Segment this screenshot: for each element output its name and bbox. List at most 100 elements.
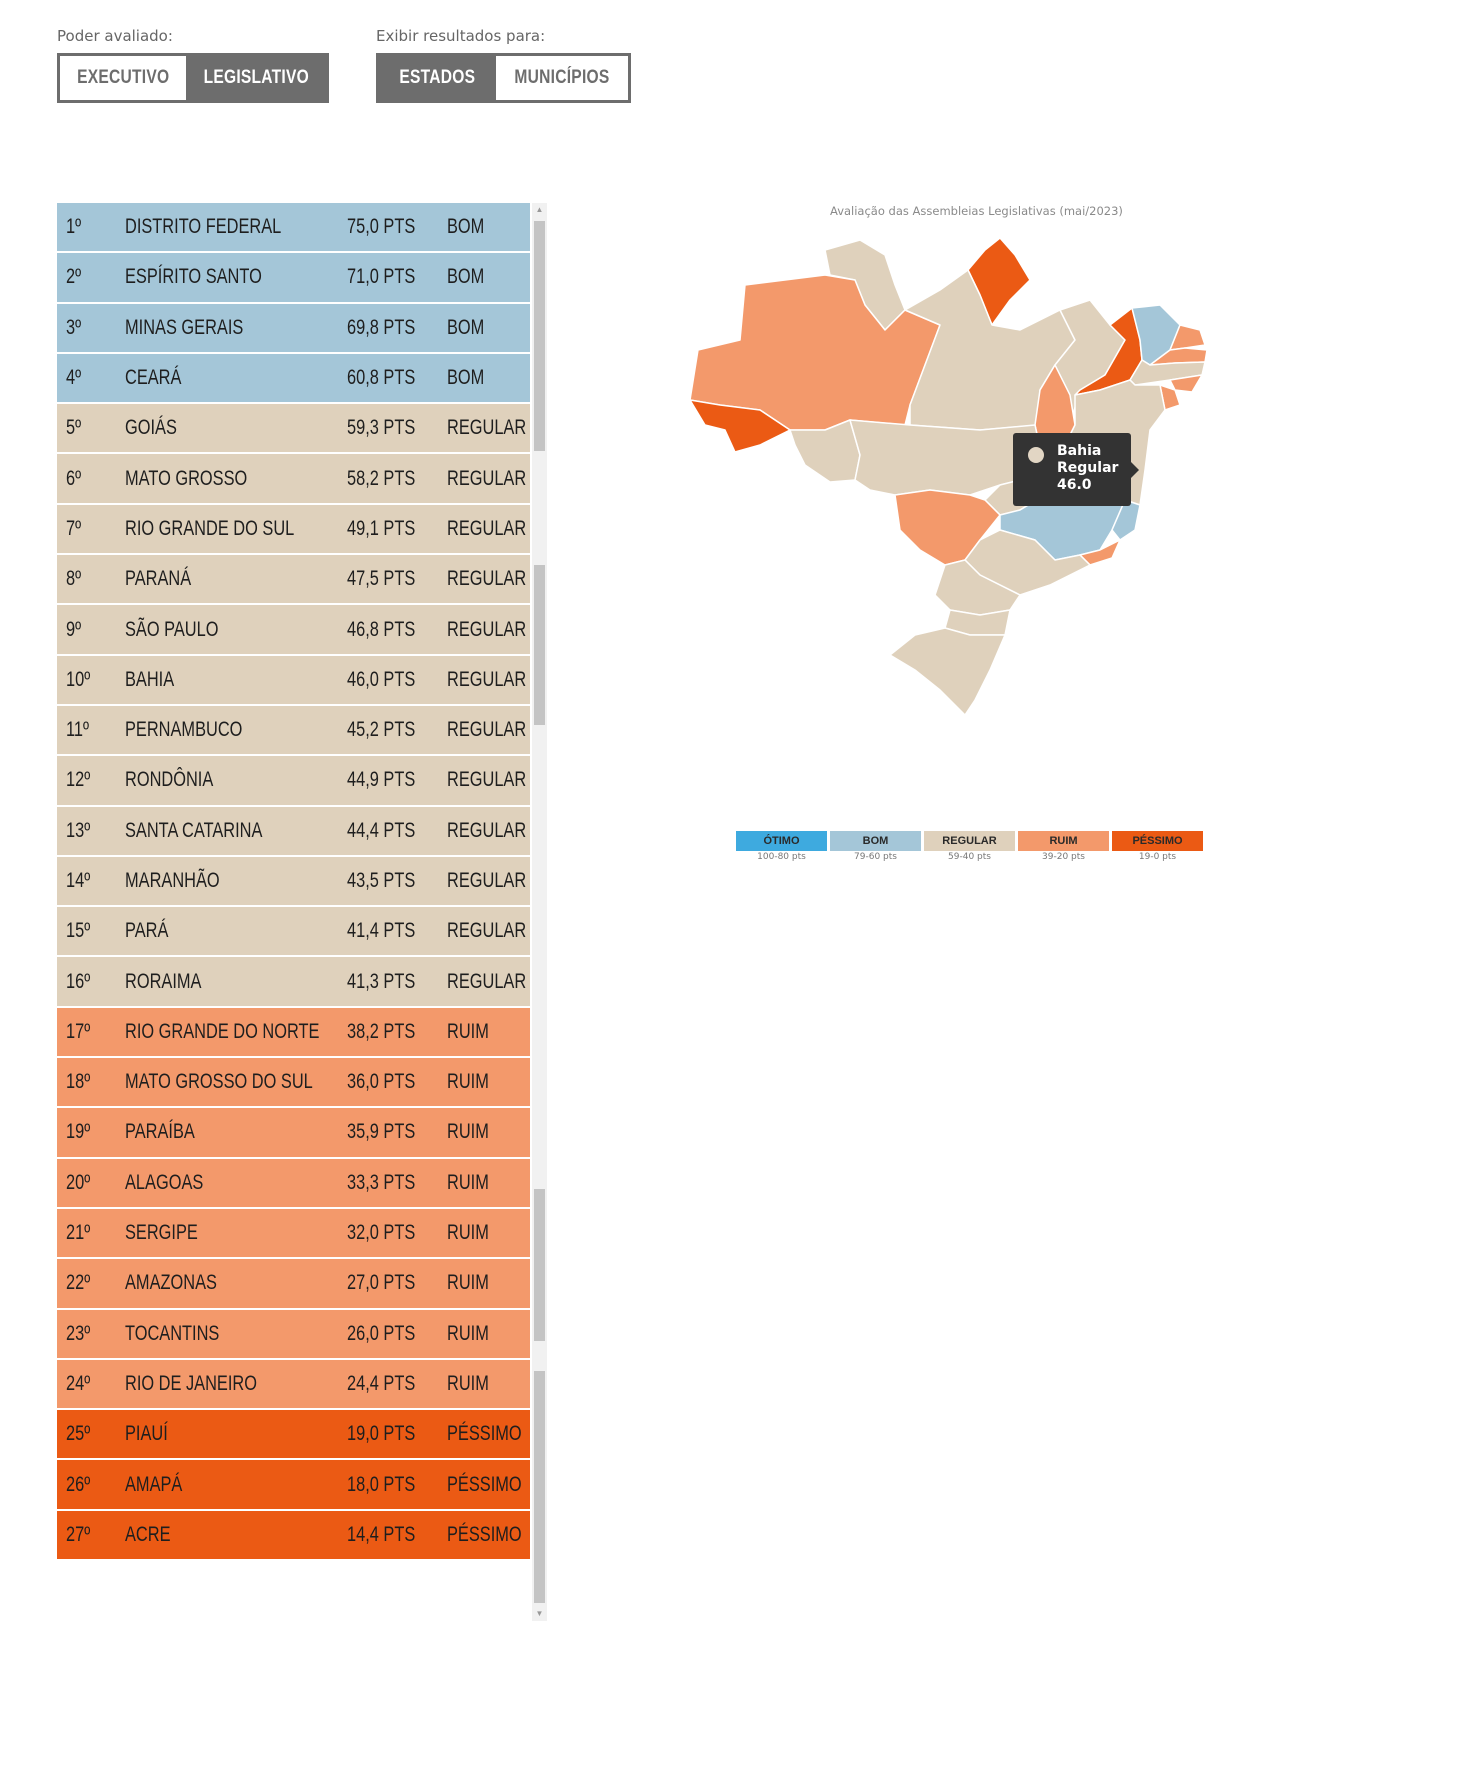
- ranking-row: 21º SERGIPE 32,0 PTS RUIM: [57, 1208, 530, 1260]
- state-rondonia[interactable]: [789, 419, 861, 483]
- ranking-position: 13º: [66, 818, 91, 842]
- state-espirito-santo[interactable]: [1111, 499, 1141, 541]
- ranking-state-name: ESPÍRITO SANTO: [125, 265, 262, 289]
- ranking-position: 20º: [66, 1170, 91, 1194]
- ranking-points: 41,3 PTS: [347, 969, 416, 993]
- ranking-points: 24,4 PTS: [347, 1371, 416, 1395]
- ranking-classification: REGULAR: [447, 567, 527, 591]
- ranking-state-name: PIAUÍ: [125, 1422, 168, 1446]
- tooltip-state: Bahia: [1057, 443, 1102, 459]
- ranking-points: 49,1 PTS: [347, 516, 416, 540]
- poder-toggle: EXECUTIVO LEGISLATIVO: [57, 53, 329, 103]
- legend-swatch: ÓTIMO: [736, 831, 827, 851]
- legend-item-ruim: RUIM 39-20 pts: [1018, 831, 1109, 862]
- tooltip-class: Regular: [1057, 460, 1119, 476]
- tooltip-color-dot: [1028, 447, 1044, 463]
- ranking-state-name: RIO GRANDE DO SUL: [125, 516, 295, 540]
- ranking-classification: BOM: [447, 315, 485, 339]
- ranking-position: 26º: [66, 1472, 91, 1496]
- legend-swatch: BOM: [830, 831, 921, 851]
- ranking-classification: REGULAR: [447, 667, 527, 691]
- ranking-row: 23º TOCANTINS 26,0 PTS RUIM: [57, 1309, 530, 1360]
- estados-option[interactable]: ESTADOS: [379, 56, 496, 100]
- ranking-position: 12º: [66, 768, 91, 792]
- ranking-position: 4º: [66, 366, 82, 390]
- legend-item-otimo: ÓTIMO 100-80 pts: [736, 831, 827, 862]
- state-rio-grande-do-norte[interactable]: [1169, 324, 1206, 351]
- municipios-option[interactable]: MUNICÍPIOS: [514, 67, 610, 88]
- ranking-state-name: SERGIPE: [125, 1221, 198, 1245]
- ranking-classification: BOM: [447, 215, 485, 239]
- ranking-position: 10º: [66, 667, 91, 691]
- tooltip-value: 46.0: [1057, 477, 1092, 493]
- state-rio-grande-do-sul[interactable]: [889, 627, 1006, 716]
- ranking-position: 6º: [66, 466, 82, 490]
- ranking-state-name: MATO GROSSO: [125, 466, 248, 490]
- ranking-position: 15º: [66, 919, 91, 943]
- ranking-classification: REGULAR: [447, 869, 527, 892]
- ranking-points: 45,2 PTS: [347, 718, 416, 742]
- ranking-state-name: TOCANTINS: [125, 1321, 220, 1345]
- ranking-position: 7º: [66, 516, 82, 540]
- state-mato-grosso[interactable]: [849, 419, 1041, 496]
- ranking-row: 12º RONDÔNIA 44,9 PTS REGULAR: [57, 756, 530, 807]
- map-title: Avaliação das Assembleias Legislativas (…: [830, 204, 1123, 218]
- ranking-position: 1º: [66, 215, 82, 239]
- ranking-classification: REGULAR: [447, 768, 527, 792]
- legend-range: 59-40 pts: [948, 852, 991, 862]
- ranking-row: 18º MATO GROSSO DO SUL 36,0 PTS RUIM: [57, 1058, 530, 1109]
- scroll-thumb[interactable]: [534, 221, 545, 451]
- ranking-points: 35,9 PTS: [347, 1120, 416, 1144]
- scroll-down-icon[interactable]: ▼: [535, 1609, 544, 1618]
- legend-range: 19-0 pts: [1138, 852, 1177, 862]
- brazil-map: [689, 237, 1208, 716]
- ranking-points: 33,3 PTS: [347, 1170, 416, 1194]
- ranking-row: 7º RIO GRANDE DO SUL 49,1 PTS REGULAR: [57, 504, 530, 556]
- ranking-row: 17º RIO GRANDE DO NORTE 38,2 PTS RUIM: [57, 1007, 530, 1059]
- ranking-points: 32,0 PTS: [347, 1221, 416, 1245]
- ranking-state-name: SANTA CATARINA: [125, 818, 263, 842]
- ranking-points: 43,5 PTS: [347, 869, 416, 892]
- ranking-row: 24º RIO DE JANEIRO 24,4 PTS RUIM: [57, 1359, 530, 1411]
- tooltip-pointer-icon: [1131, 462, 1139, 478]
- scroll-up-icon[interactable]: ▲: [535, 205, 544, 214]
- ranking-points: 46,0 PTS: [347, 667, 416, 691]
- executivo-option[interactable]: EXECUTIVO: [76, 67, 170, 88]
- ranking-row: 25º PIAUÍ 19,0 PTS PÉSSIMO: [57, 1410, 530, 1461]
- ranking-points: 19,0 PTS: [347, 1422, 416, 1446]
- state-acre[interactable]: [689, 399, 791, 453]
- ranking-classification: REGULAR: [447, 818, 527, 842]
- legislativo-option[interactable]: LEGISLATIVO: [186, 56, 326, 100]
- ranking-state-name: MINAS GERAIS: [125, 315, 244, 339]
- ranking-state-name: RONDÔNIA: [125, 768, 214, 792]
- map-tooltip: Bahia Regular 46.0: [1013, 433, 1139, 506]
- legend-swatch: RUIM: [1018, 831, 1109, 851]
- ranking-state-name: RIO GRANDE DO NORTE: [125, 1019, 320, 1043]
- ranking-classification: RUIM: [447, 1120, 489, 1144]
- ranking-classification: REGULAR: [447, 969, 527, 993]
- ranking-scrollbar[interactable]: ▲ ▼: [532, 203, 547, 1621]
- ranking-row: 16º RORAIMA 41,3 PTS REGULAR: [57, 957, 530, 1008]
- ranking-position: 2º: [66, 265, 82, 289]
- ranking-classification: REGULAR: [447, 919, 527, 943]
- ranking-points: 47,5 PTS: [347, 567, 416, 591]
- ranking-classification: PÉSSIMO: [447, 1472, 522, 1496]
- legend-range: 39-20 pts: [1042, 852, 1085, 862]
- ranking-row: 14º MARANHÃO 43,5 PTS REGULAR: [57, 856, 530, 908]
- ranking-row: 1º DISTRITO FEDERAL 75,0 PTS BOM: [57, 203, 530, 254]
- ranking-state-name: RIO DE JANEIRO: [125, 1371, 257, 1395]
- ranking-points: 36,0 PTS: [347, 1070, 416, 1094]
- ranking-row: 4º CEARÁ 60,8 PTS BOM: [57, 353, 530, 405]
- ranking-row: 10º BAHIA 46,0 PTS REGULAR: [57, 655, 530, 706]
- scroll-thumb-segment: [534, 1371, 545, 1603]
- state-alagoas[interactable]: [1169, 374, 1203, 393]
- legend-swatch: PÉSSIMO: [1112, 831, 1203, 851]
- ranking-points: 38,2 PTS: [347, 1019, 416, 1043]
- ranking-classification: RUIM: [447, 1271, 489, 1295]
- ranking-state-name: PARÁ: [125, 919, 169, 943]
- ranking-position: 22º: [66, 1271, 91, 1295]
- ranking-points: 60,8 PTS: [347, 366, 416, 390]
- ranking-classification: RUIM: [447, 1019, 489, 1043]
- scroll-thumb-segment: [534, 1189, 545, 1341]
- ranking-row: 22º AMAZONAS 27,0 PTS RUIM: [57, 1259, 530, 1310]
